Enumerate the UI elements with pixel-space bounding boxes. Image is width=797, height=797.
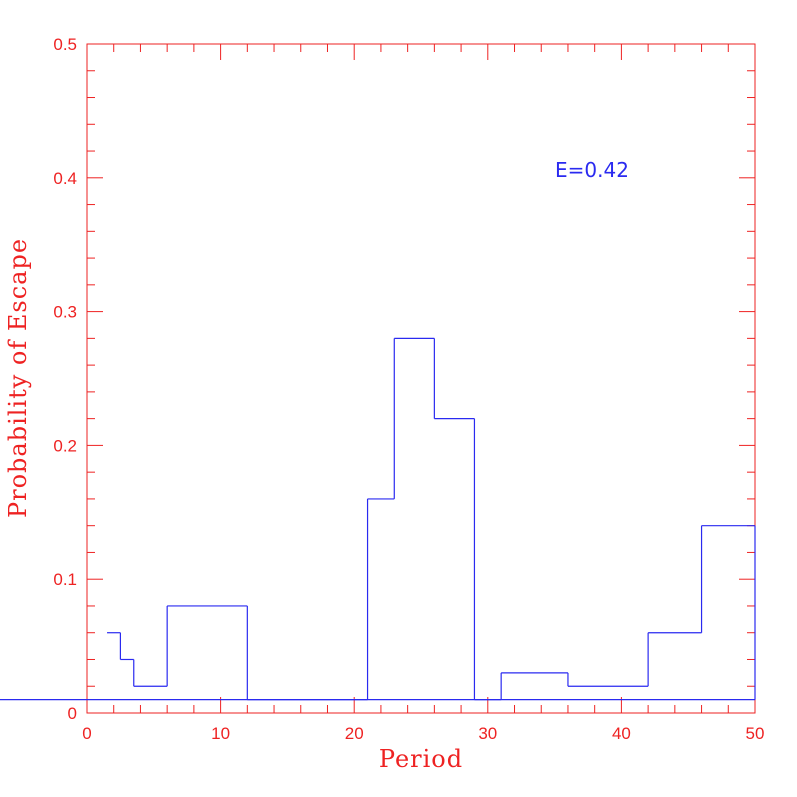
x-tick-label: 10 (211, 724, 230, 743)
y-tick-label: 0.5 (53, 35, 77, 54)
y-tick-label: 0.2 (53, 436, 77, 455)
x-tick-label: 30 (478, 724, 497, 743)
x-tick-label: 0 (82, 724, 91, 743)
annotation: E=0.42 (555, 158, 629, 182)
x-tick-label: 40 (612, 724, 631, 743)
y-axis-label: Probability of Escape (4, 238, 32, 518)
y-tick-label: 0.1 (53, 570, 77, 589)
y-tick-label: 0.4 (53, 169, 77, 188)
y-tick-label: 0 (68, 704, 77, 723)
plot-frame (86, 43, 756, 714)
x-tick-label: 50 (746, 724, 765, 743)
y-tick-label: 0.3 (53, 303, 77, 322)
x-axis-label: Period (379, 745, 463, 773)
x-tick-label: 20 (345, 724, 364, 743)
